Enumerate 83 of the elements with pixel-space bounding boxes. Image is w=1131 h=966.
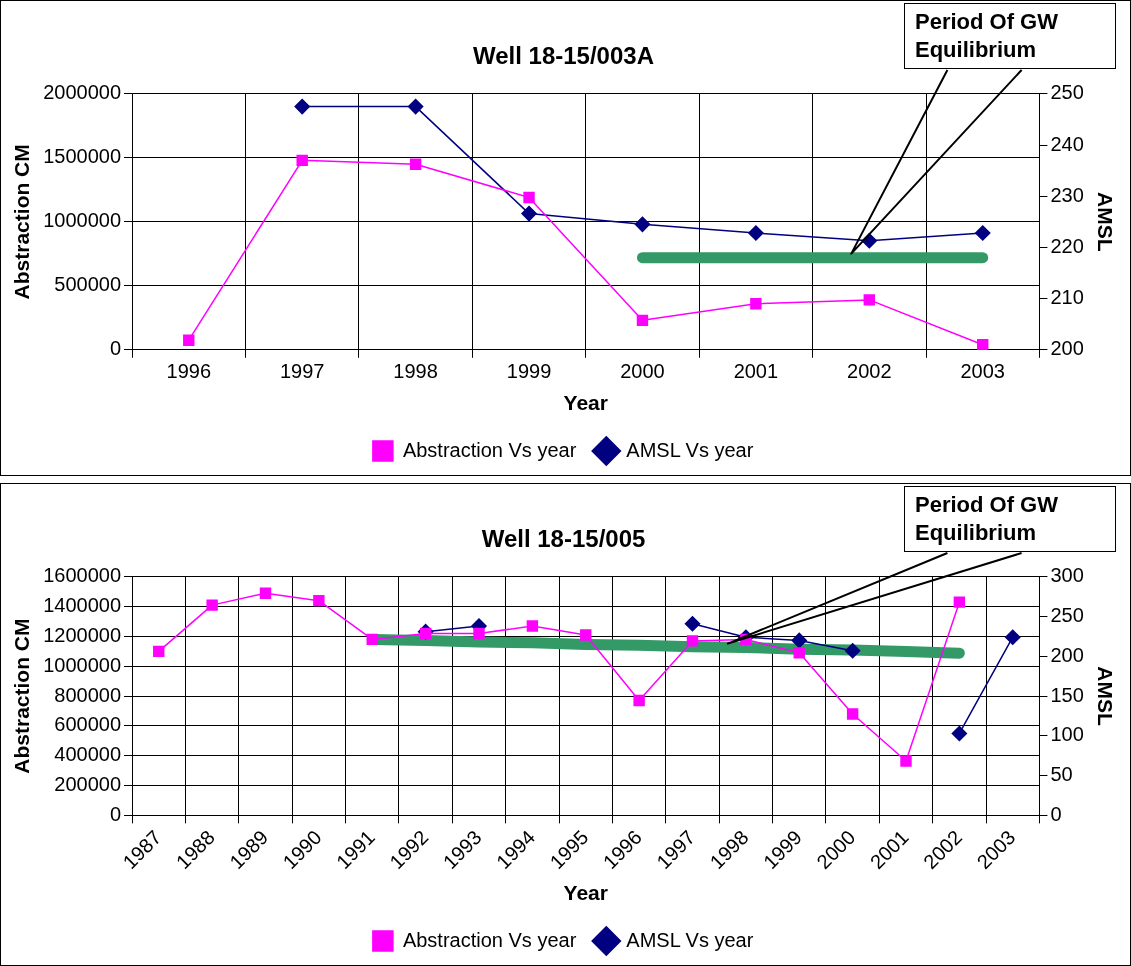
point <box>580 629 592 641</box>
point <box>1004 629 1021 645</box>
y-tick-label: 1400000 <box>43 594 122 617</box>
y-tick-label: 1000000 <box>43 209 122 232</box>
y2-tick-label: 0 <box>1050 802 1062 825</box>
y2-tick-label: 210 <box>1050 286 1084 309</box>
y-tick-label: 400000 <box>54 743 122 766</box>
text: Period Of GW Equilibrium <box>904 486 1116 552</box>
point <box>633 694 645 707</box>
x-tick-label: 2003 <box>960 360 1005 383</box>
point <box>259 587 272 599</box>
point <box>473 627 485 640</box>
y2-tick-label: 200 <box>1050 337 1084 360</box>
point <box>526 620 539 632</box>
legend-label: Abstraction Vs year <box>402 928 577 951</box>
point <box>294 98 310 115</box>
point <box>846 708 859 720</box>
x-axis-title: Year <box>563 391 608 415</box>
y-tick-label: 0 <box>109 337 122 360</box>
y-tick-label: 0 <box>109 802 122 825</box>
point <box>900 755 912 767</box>
x-tick-label: 1997 <box>279 360 325 383</box>
point <box>407 98 424 115</box>
point <box>791 632 807 649</box>
point <box>750 298 762 310</box>
point <box>523 191 535 204</box>
point <box>313 594 325 607</box>
point <box>748 225 764 241</box>
legend-label: AMSL Vs year <box>626 438 754 461</box>
point <box>977 338 989 350</box>
point <box>844 643 861 659</box>
y-tick-label: 1600000 <box>43 564 122 587</box>
x-tick-label: 1999 <box>506 360 552 383</box>
y2-tick-label: 150 <box>1050 683 1084 706</box>
y-tick-label: 2000000 <box>43 81 122 104</box>
y2-tick-label: 100 <box>1050 723 1084 746</box>
y-tick-label: 600000 <box>54 713 122 736</box>
point <box>953 596 966 608</box>
y2-tick-label: 240 <box>1050 132 1084 155</box>
y2-tick-label: 250 <box>1050 81 1084 104</box>
y2-tick-label: 220 <box>1050 234 1084 257</box>
point <box>636 314 649 327</box>
text: Period Of GW Equilibrium <box>904 3 1116 69</box>
y-tick-label: 1000000 <box>43 653 122 676</box>
point <box>296 154 308 167</box>
point <box>366 633 378 646</box>
point <box>951 725 968 742</box>
y2-tick-label: 50 <box>1050 763 1073 786</box>
point <box>634 216 651 233</box>
chart-title: Well 18-15/003A <box>473 42 654 70</box>
point <box>206 599 218 611</box>
point <box>183 334 195 346</box>
y-tick-label: 200000 <box>54 773 122 796</box>
x-tick-label: 2000 <box>620 360 665 383</box>
y2-axis-title: AMSL <box>1093 666 1117 726</box>
y2-tick-label: 250 <box>1050 604 1084 627</box>
y2-tick-label: 200 <box>1050 643 1084 666</box>
point <box>684 615 701 632</box>
legend-label: AMSL Vs year <box>626 928 754 951</box>
y2-tick-label: 230 <box>1050 183 1084 206</box>
y-axis-title: Abstraction CM <box>10 618 34 774</box>
y-tick-label: 1200000 <box>43 623 122 646</box>
point <box>521 205 537 222</box>
x-tick-label: 1998 <box>393 360 438 383</box>
point <box>409 158 422 170</box>
y-axis-title: Abstraction CM <box>10 144 34 300</box>
y2-axis-title: AMSL <box>1093 192 1117 252</box>
x-tick-label: 1996 <box>166 360 212 383</box>
point <box>686 635 699 647</box>
point <box>153 645 165 658</box>
x-axis-title: Year <box>563 881 608 905</box>
point <box>793 647 805 659</box>
y-tick-label: 500000 <box>54 273 122 296</box>
point <box>974 225 991 241</box>
point <box>419 627 432 640</box>
x-tick-label: 2001 <box>733 360 779 383</box>
chart-title: Well 18-15/005 <box>481 525 646 553</box>
y-tick-label: 800000 <box>54 683 122 706</box>
y2-tick-label: 300 <box>1050 564 1084 587</box>
y-tick-label: 1500000 <box>43 145 122 168</box>
point <box>863 294 875 306</box>
x-tick-label: 2002 <box>847 360 892 383</box>
legend-label: Abstraction Vs year <box>402 438 577 461</box>
